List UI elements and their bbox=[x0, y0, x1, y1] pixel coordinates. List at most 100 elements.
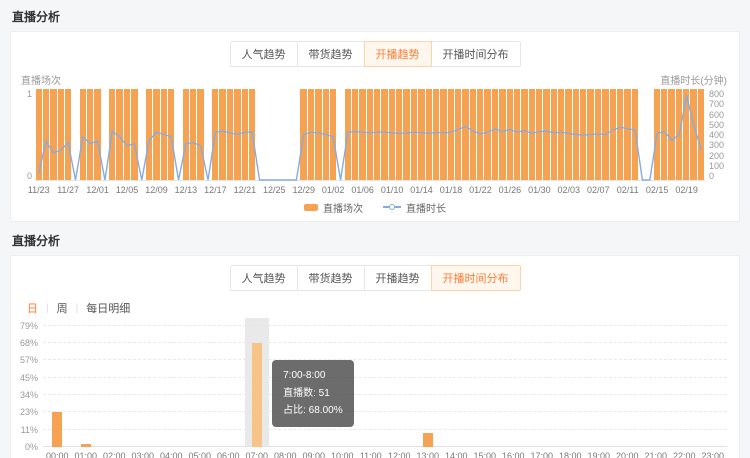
session-bar[interactable] bbox=[57, 89, 64, 180]
tab-popularity-trend[interactable]: 人气趋势 bbox=[229, 41, 298, 67]
session-bar[interactable] bbox=[425, 89, 432, 180]
session-bar[interactable] bbox=[462, 89, 469, 180]
session-bar[interactable] bbox=[550, 89, 558, 180]
session-bar[interactable] bbox=[469, 89, 477, 180]
y-axis-tick: 57% bbox=[19, 354, 38, 365]
session-bar[interactable] bbox=[241, 89, 248, 180]
session-bar[interactable] bbox=[454, 89, 462, 180]
session-bar[interactable] bbox=[219, 89, 226, 180]
session-bar[interactable] bbox=[315, 89, 322, 180]
session-bar[interactable] bbox=[366, 89, 374, 180]
session-bar[interactable] bbox=[410, 89, 418, 180]
session-bar[interactable] bbox=[440, 89, 447, 180]
bar-slot bbox=[403, 89, 410, 180]
session-bar[interactable] bbox=[388, 89, 396, 180]
session-bar[interactable] bbox=[190, 89, 197, 180]
x-axis-labels: 11/23 11/27 12/01 12/05 12/09 12/13 12/17 12/21… bbox=[28, 181, 705, 197]
session-bar[interactable] bbox=[167, 89, 175, 180]
session-bar[interactable] bbox=[197, 89, 204, 180]
session-bar[interactable] bbox=[131, 89, 138, 180]
session-bar[interactable] bbox=[79, 89, 87, 180]
daily-detail-link[interactable]: 每日明细 bbox=[86, 303, 131, 315]
session-bar[interactable] bbox=[543, 89, 550, 180]
bar-slot bbox=[410, 89, 418, 180]
session-bar[interactable] bbox=[50, 89, 57, 180]
x-axis-tick: 00:00 bbox=[45, 451, 69, 458]
axis-tick: 1 bbox=[26, 89, 32, 99]
session-bar[interactable] bbox=[396, 89, 403, 180]
session-bar[interactable] bbox=[182, 89, 190, 180]
session-bar[interactable] bbox=[528, 89, 535, 180]
bar-slot bbox=[366, 89, 374, 180]
x-axis-tick: 12/25 bbox=[263, 185, 286, 195]
tab-sales-trend[interactable]: 带货趋势 bbox=[296, 265, 365, 291]
hour-bar[interactable] bbox=[80, 443, 91, 447]
bar-slot bbox=[94, 89, 101, 180]
session-bar[interactable] bbox=[42, 89, 50, 180]
session-bar[interactable] bbox=[403, 89, 410, 180]
tab-live-time-distribution[interactable]: 开播时间分布 bbox=[430, 41, 521, 67]
session-bar[interactable] bbox=[690, 89, 697, 180]
toggle-week[interactable]: 周 bbox=[56, 303, 68, 315]
tab-popularity-trend[interactable]: 人气趋势 bbox=[229, 265, 298, 291]
session-bar[interactable] bbox=[87, 89, 94, 180]
session-bar[interactable] bbox=[506, 89, 513, 180]
hour-bar[interactable] bbox=[251, 342, 262, 447]
session-bar[interactable] bbox=[616, 89, 624, 180]
session-bar[interactable] bbox=[123, 89, 131, 180]
session-bar[interactable] bbox=[351, 89, 359, 180]
session-bar[interactable] bbox=[668, 89, 675, 180]
legend-item-sessions[interactable]: 直播场次 bbox=[304, 200, 363, 215]
legend-item-duration[interactable]: 直播时长 bbox=[383, 200, 446, 215]
session-bar[interactable] bbox=[35, 89, 42, 180]
axis-labels-row: 直播场次 直播时长(分钟) bbox=[11, 72, 739, 87]
session-bar[interactable] bbox=[116, 89, 123, 180]
hour-bar[interactable] bbox=[422, 433, 433, 447]
tab-sales-trend[interactable]: 带货趋势 bbox=[296, 41, 365, 67]
x-axis-tick: 01/26 bbox=[498, 185, 522, 195]
session-bar[interactable] bbox=[484, 89, 491, 180]
line-swatch-icon bbox=[383, 204, 401, 210]
session-bar[interactable] bbox=[697, 89, 705, 180]
bar-slot bbox=[462, 89, 469, 180]
session-bar[interactable] bbox=[513, 89, 521, 180]
bar-slot bbox=[396, 89, 403, 180]
session-bar[interactable] bbox=[683, 89, 690, 180]
session-bar[interactable] bbox=[631, 89, 638, 180]
toggle-day[interactable]: 日 bbox=[27, 303, 38, 315]
session-bar[interactable] bbox=[535, 89, 543, 180]
session-bar[interactable] bbox=[145, 89, 153, 180]
bar-slot bbox=[528, 89, 535, 180]
session-bar[interactable] bbox=[418, 89, 425, 180]
session-bar[interactable] bbox=[432, 89, 440, 180]
x-axis-tick: 12:00 bbox=[387, 451, 411, 458]
x-axis-tick: 22:00 bbox=[672, 451, 696, 458]
tab-live-time-distribution[interactable]: 开播时间分布 bbox=[430, 265, 521, 291]
session-bar[interactable] bbox=[521, 89, 528, 180]
session-bar[interactable] bbox=[565, 89, 572, 180]
session-bar[interactable] bbox=[499, 89, 506, 180]
session-bar[interactable] bbox=[661, 89, 668, 180]
tab-live-trend[interactable]: 开播趋势 bbox=[363, 41, 432, 67]
session-bar[interactable] bbox=[624, 89, 631, 180]
session-bar[interactable] bbox=[381, 89, 388, 180]
session-bar[interactable] bbox=[609, 89, 616, 180]
session-bar[interactable] bbox=[307, 89, 315, 180]
bar-slot bbox=[535, 89, 543, 180]
session-bar[interactable] bbox=[329, 89, 337, 180]
session-bar[interactable] bbox=[64, 89, 72, 180]
session-bar[interactable] bbox=[491, 89, 499, 180]
session-bar[interactable] bbox=[558, 89, 565, 180]
tab-live-trend[interactable]: 开播趋势 bbox=[363, 265, 432, 291]
bar-slot bbox=[699, 326, 728, 447]
session-bar[interactable] bbox=[359, 89, 366, 180]
session-bar[interactable] bbox=[226, 89, 234, 180]
session-bar[interactable] bbox=[374, 89, 381, 180]
session-bar[interactable] bbox=[153, 89, 160, 180]
hour-bar[interactable] bbox=[52, 411, 63, 447]
bar-slot bbox=[197, 89, 204, 180]
x-axis-tick: 20:00 bbox=[615, 451, 639, 458]
session-bar[interactable] bbox=[94, 89, 101, 180]
session-bar[interactable] bbox=[447, 89, 454, 180]
